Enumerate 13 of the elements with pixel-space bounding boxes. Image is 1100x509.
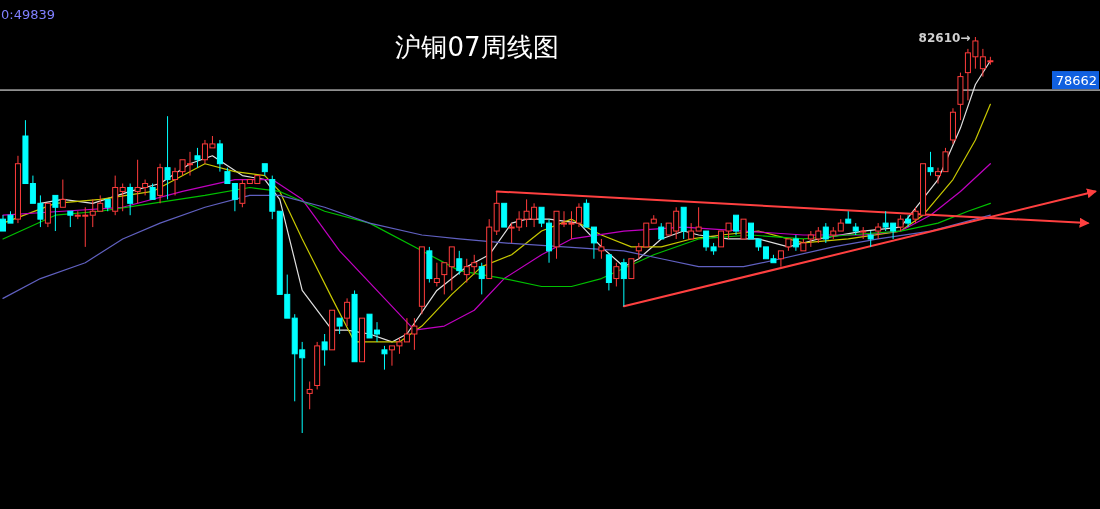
candlestick: [344, 297, 351, 327]
candlestick: [792, 234, 799, 252]
candlestick: [216, 139, 223, 173]
candlestick: [905, 214, 912, 228]
annotation: 78662: [1055, 73, 1097, 89]
candlestick: [157, 163, 164, 204]
candlestick: [927, 151, 934, 177]
candlestick: [164, 115, 171, 200]
chart-title: 沪铜07周线图: [395, 32, 559, 62]
candlestick: [949, 107, 956, 145]
candlestick: [14, 155, 21, 224]
annotation: 82610→: [918, 31, 971, 45]
text: 0:49839: [1, 7, 56, 22]
